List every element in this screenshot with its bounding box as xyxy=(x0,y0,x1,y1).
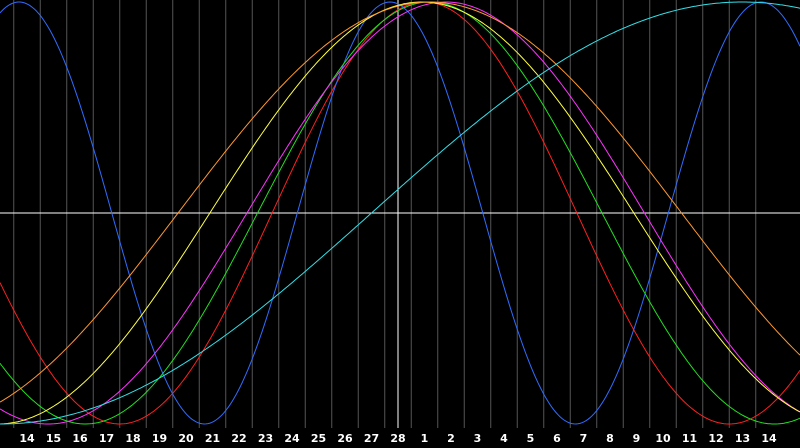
x-tick-labels: 14 15 16 17 18 19 20 21 22 23 24 25 26 27 28 1 2 3 4 5 6 7 8 9 1… xyxy=(19,432,777,445)
x-tick-label: 27 xyxy=(364,432,379,445)
x-tick-label: 14 xyxy=(19,432,35,445)
x-tick-label: 28 xyxy=(390,432,405,445)
series-curves xyxy=(0,1,800,425)
x-tick-label: 5 xyxy=(527,432,535,445)
x-tick-label: 2 xyxy=(447,432,455,445)
x-tick-label: 8 xyxy=(606,432,614,445)
x-tick-label: 11 xyxy=(682,432,697,445)
grid-lines xyxy=(13,0,757,428)
x-tick-label: 24 xyxy=(284,432,300,445)
series-line-2 xyxy=(0,1,800,425)
series-line-5 xyxy=(0,1,800,403)
x-tick-label: 13 xyxy=(735,432,750,445)
x-tick-label: 6 xyxy=(553,432,561,445)
x-tick-label: 23 xyxy=(258,432,273,445)
x-tick-label: 20 xyxy=(178,432,194,445)
x-tick-label: 14 xyxy=(761,432,777,445)
x-tick-label: 17 xyxy=(99,432,114,445)
x-tick-label: 19 xyxy=(152,432,167,445)
x-tick-label: 1 xyxy=(421,432,429,445)
x-tick-label: 9 xyxy=(633,432,641,445)
axes xyxy=(0,0,800,428)
x-tick-label: 10 xyxy=(655,432,671,445)
x-tick-label: 21 xyxy=(205,432,220,445)
x-tick-label: 4 xyxy=(500,432,508,445)
x-tick-label: 16 xyxy=(72,432,88,445)
x-tick-label: 18 xyxy=(125,432,140,445)
x-tick-label: 12 xyxy=(708,432,723,445)
x-tick-label: 15 xyxy=(46,432,61,445)
series-line-0 xyxy=(0,1,800,425)
x-tick-label: 25 xyxy=(311,432,326,445)
series-line-4 xyxy=(0,1,800,425)
series-line-3 xyxy=(0,1,800,425)
x-tick-label: 26 xyxy=(337,432,353,445)
x-tick-label: 22 xyxy=(231,432,246,445)
series-line-6 xyxy=(0,1,800,425)
x-tick-label: 3 xyxy=(474,432,482,445)
x-tick-label: 7 xyxy=(580,432,588,445)
